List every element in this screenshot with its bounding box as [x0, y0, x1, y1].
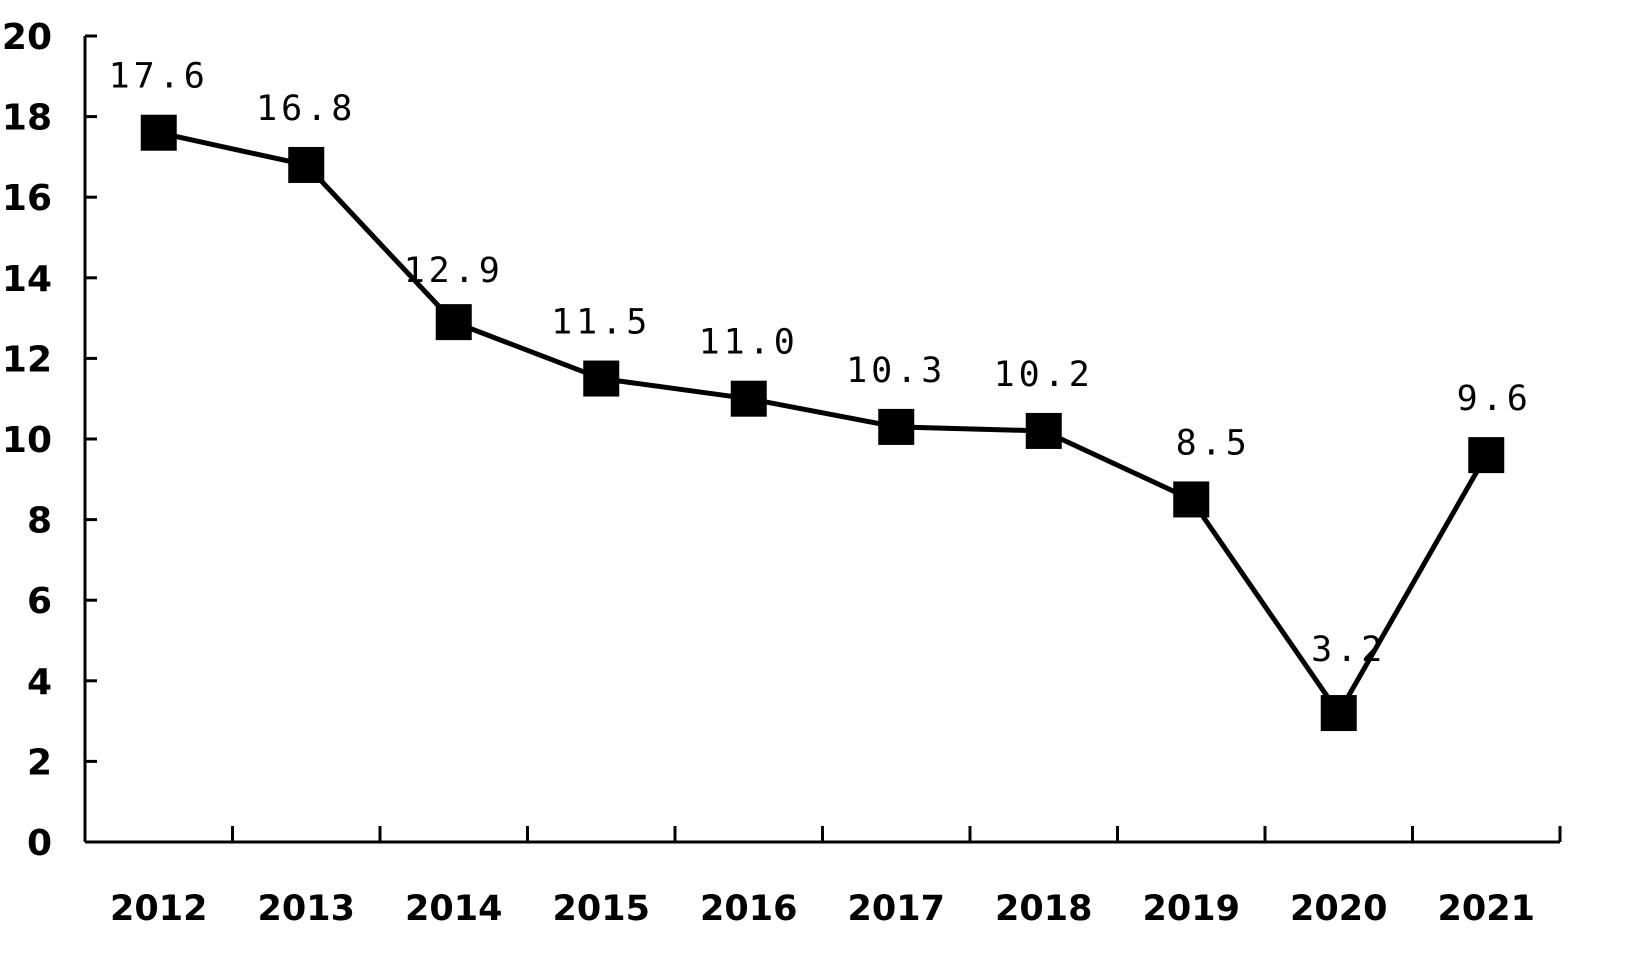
data-label-2016: 11.0 — [699, 323, 799, 363]
x-tick-label: 2015 — [553, 889, 650, 929]
data-label-2021: 9.6 — [1457, 379, 1532, 419]
x-tick-label: 2017 — [848, 889, 945, 929]
data-point-2013 — [288, 146, 325, 183]
x-tick-label: 2013 — [258, 889, 355, 929]
x-tick-label: 2021 — [1438, 889, 1535, 929]
y-tick-label: 10 — [2, 420, 52, 461]
y-tick-label: 16 — [2, 178, 52, 219]
data-label-2019: 8.5 — [1176, 423, 1251, 463]
y-tick-label: 12 — [2, 339, 52, 380]
y-tick-label: 6 — [27, 581, 52, 622]
data-point-2019 — [1173, 481, 1210, 518]
y-tick-label: 14 — [2, 259, 52, 300]
data-point-2016 — [730, 380, 767, 417]
series-group — [158, 130, 1489, 718]
y-tick-label: 18 — [2, 98, 52, 139]
data-label-2015: 11.5 — [551, 303, 651, 343]
y-tick-label: 8 — [27, 501, 52, 542]
x-tick-label: 2016 — [700, 889, 797, 929]
data-label-2018: 10.2 — [994, 355, 1094, 395]
y-tick-label: 0 — [27, 823, 52, 864]
x-tick-label: 2020 — [1290, 889, 1387, 929]
data-label-2017: 10.3 — [846, 351, 946, 391]
y-tick-label: 20 — [2, 17, 52, 58]
y-axis-ticks: 0 2 4 6 8 10 12 14 16 18 20 — [2, 17, 97, 864]
markers-group — [140, 114, 1505, 732]
data-point-2020 — [1320, 695, 1357, 732]
data-labels-group: 17.6 16.8 12.9 11.5 11.0 10.3 10.2 8.5 3.2 9.6 — [109, 57, 1532, 670]
data-point-2018 — [1025, 412, 1062, 449]
series-line — [158, 130, 1489, 718]
y-tick-label: 2 — [27, 742, 52, 783]
x-axis-ticks: 2012 2013 2014 2015 2016 2017 2018 2019 2020 2021 — [110, 826, 1562, 929]
data-point-2017 — [878, 408, 915, 445]
x-tick-label: 2018 — [995, 889, 1092, 929]
x-tick-label: 2014 — [405, 889, 502, 929]
data-label-2012: 17.6 — [109, 57, 209, 97]
x-tick-label: 2019 — [1143, 889, 1240, 929]
data-point-2014 — [435, 304, 472, 341]
y-tick-label: 4 — [27, 662, 52, 703]
data-point-2012 — [140, 114, 177, 151]
data-label-2014: 12.9 — [404, 251, 504, 291]
x-tick-label: 2012 — [110, 889, 207, 929]
data-point-2015 — [583, 360, 620, 397]
data-point-2021 — [1468, 437, 1505, 474]
data-label-2020: 3.2 — [1311, 630, 1386, 670]
data-label-2013: 16.8 — [256, 89, 356, 129]
